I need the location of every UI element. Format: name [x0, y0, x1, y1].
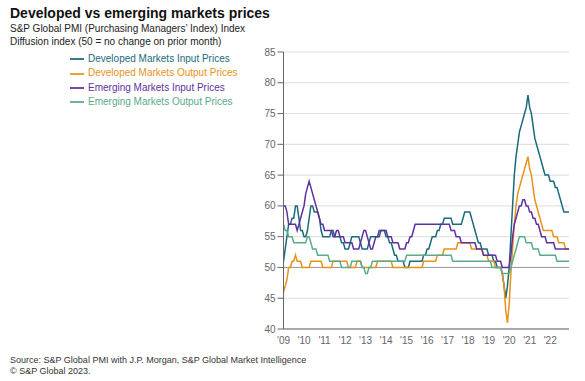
- svg-text:'10: '10: [298, 335, 311, 346]
- svg-text:'21: '21: [523, 335, 536, 346]
- html-text:S&P Global PMI (Purchasing Man: S&P Global PMI (Purchasing Managers’ Ind…: [10, 23, 246, 34]
- html-text:Developed vs emerging markets: Developed vs emerging markets prices: [10, 5, 270, 21]
- svg-text:40: 40: [264, 324, 276, 335]
- svg-text:'09: '09: [277, 335, 290, 346]
- html-text:Source: S&P Global PMI with J.: Source: S&P Global PMI with J.P. Morgan,…: [10, 355, 307, 365]
- html-text:Diffusion index (50 = no chang: Diffusion index (50 = no change on prior…: [10, 36, 222, 47]
- svg-text:'22: '22: [544, 335, 557, 346]
- svg-text:75: 75: [264, 108, 276, 119]
- svg-text:'19: '19: [482, 335, 495, 346]
- html-text:Emerging Markets Output Prices: Emerging Markets Output Prices: [88, 96, 233, 108]
- html-text:Developed Markets Output Price: Developed Markets Output Prices: [88, 67, 238, 79]
- html-text:© S&P Global 2023.: © S&P Global 2023.: [10, 366, 91, 376]
- svg-text:'14: '14: [380, 335, 393, 346]
- svg-text:'12: '12: [339, 335, 352, 346]
- svg-text:80: 80: [264, 77, 276, 88]
- svg-text:'13: '13: [359, 335, 372, 346]
- svg-text:'17: '17: [441, 335, 454, 346]
- svg-text:65: 65: [264, 170, 276, 181]
- svg-text:50: 50: [264, 262, 276, 273]
- svg-text:70: 70: [264, 139, 276, 150]
- svg-text:85: 85: [264, 48, 276, 58]
- html-text:Developed Markets Input Prices: Developed Markets Input Prices: [88, 53, 230, 64]
- svg-text:'15: '15: [400, 335, 413, 346]
- svg-text:'18: '18: [462, 335, 475, 346]
- svg-text:60: 60: [264, 200, 276, 211]
- svg-text:55: 55: [264, 231, 276, 242]
- svg-text:45: 45: [264, 293, 276, 304]
- svg-text:'20: '20: [503, 335, 516, 346]
- svg-text:'16: '16: [421, 335, 434, 346]
- svg-text:'11: '11: [318, 335, 331, 346]
- html-text:Emerging Markets Input Prices: Emerging Markets Input Prices: [88, 81, 225, 93]
